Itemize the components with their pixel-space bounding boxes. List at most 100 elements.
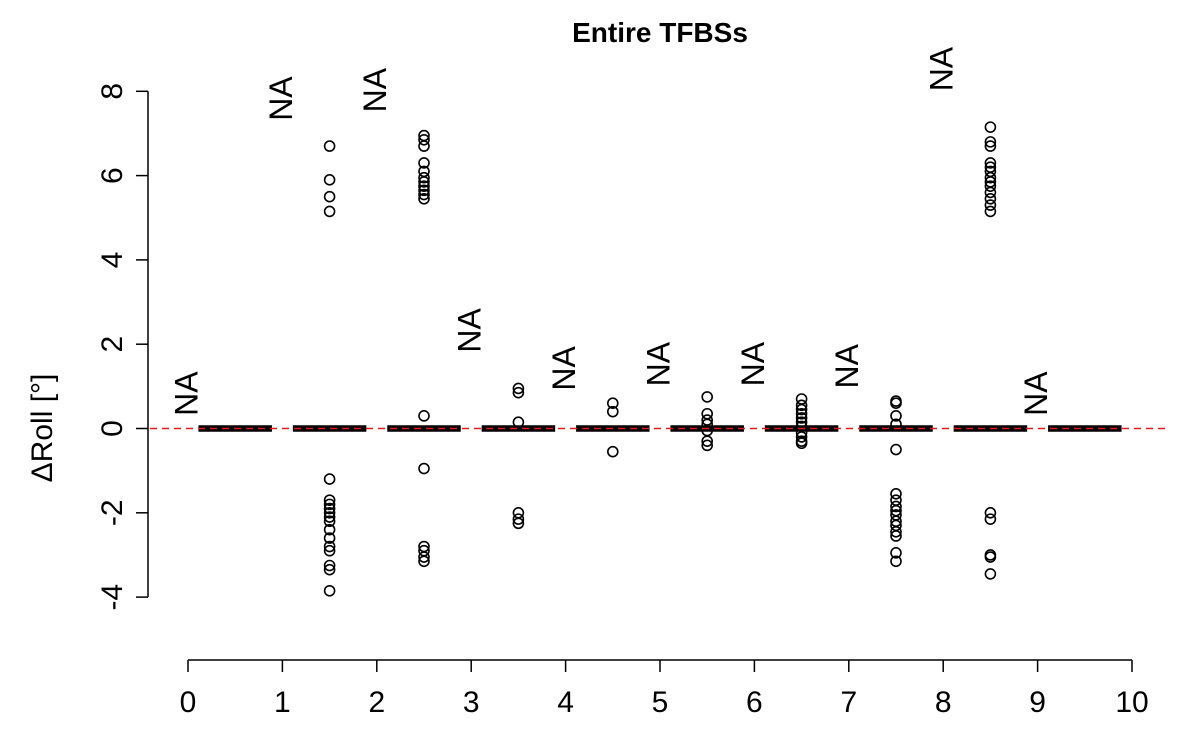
na-label: NA — [735, 341, 771, 386]
outlier-point — [795, 412, 808, 424]
x-tick-label: 10 — [1115, 686, 1148, 719]
x-axis: 0 1 2 3 4 5 6 7 8 9 10 — [180, 659, 1149, 719]
na-label: NA — [263, 76, 299, 121]
na-label: NA — [924, 46, 960, 91]
outlier-point — [323, 532, 336, 544]
outlier-point — [418, 188, 430, 201]
outlier-point — [795, 437, 808, 450]
outlier-point — [418, 180, 430, 192]
outlier-point — [323, 511, 336, 523]
outlier-point — [890, 418, 902, 431]
y-axis-label: ΔRoll [°] — [26, 374, 59, 483]
outlier-point — [984, 180, 997, 192]
y-tick-label: 6 — [96, 167, 129, 184]
outlier-point — [984, 205, 997, 218]
y-tick-label: 8 — [96, 83, 129, 100]
chart-title: Entire TFBSs — [572, 17, 748, 48]
outlier-point — [323, 140, 336, 152]
outlier-point — [418, 551, 430, 563]
outlier-point — [606, 445, 619, 458]
outlier-point — [512, 382, 525, 395]
outlier-point — [984, 121, 997, 133]
na-label: NA — [1018, 371, 1054, 416]
outlier-point — [323, 540, 336, 553]
outlier-point — [323, 515, 336, 528]
outlier-point — [795, 431, 808, 443]
outlier-point — [984, 568, 997, 580]
outlier-point — [890, 547, 902, 559]
outlier-point — [512, 517, 525, 530]
outlier-point — [984, 199, 997, 211]
outlier-point — [418, 184, 430, 197]
outlier-point — [701, 439, 714, 452]
outlier-point — [323, 523, 336, 536]
x-tick-label: 8 — [935, 686, 952, 719]
outlier-point — [701, 435, 714, 447]
outlier-point — [323, 544, 336, 557]
outlier-point — [323, 498, 336, 511]
x-tick-label: 6 — [746, 686, 763, 719]
y-tick-label: 0 — [96, 420, 129, 437]
x-tick-label: 7 — [840, 686, 857, 719]
outlier-point — [323, 502, 336, 515]
outlier-point — [701, 391, 714, 403]
outlier-point — [984, 157, 997, 169]
outlier-point — [323, 584, 336, 597]
x-tick-label: 5 — [652, 686, 669, 719]
outlier-point — [418, 176, 430, 188]
plot-area: NA NA NA NA NA NA NA NA NA NA — [150, 46, 1168, 597]
outlier-point — [984, 140, 997, 152]
x-tick-label: 4 — [557, 686, 574, 719]
outlier-point — [323, 473, 336, 485]
outlier-point — [323, 494, 336, 506]
outlier-point — [984, 513, 997, 525]
na-label: NA — [829, 343, 865, 388]
na-label: NA — [357, 67, 393, 112]
outlier-point — [795, 403, 808, 416]
outlier-point — [984, 506, 997, 519]
na-label: NA — [640, 341, 676, 386]
outlier-point — [418, 140, 430, 152]
outlier-point — [890, 530, 902, 542]
y-tick-label: -2 — [96, 499, 129, 526]
outlier-point — [984, 192, 997, 205]
outlier-point — [323, 205, 336, 218]
y-tick-label: 4 — [96, 252, 129, 269]
outlier-point — [418, 133, 430, 146]
x-tick-label: 9 — [1029, 686, 1046, 719]
outlier-point — [606, 405, 619, 418]
x-tick-label: 1 — [274, 686, 291, 719]
x-tick-label: 3 — [463, 686, 480, 719]
outlier-point — [701, 418, 714, 431]
outlier-point — [418, 192, 430, 205]
outlier-point — [984, 186, 997, 199]
outlier-point — [323, 563, 336, 576]
outlier-point — [606, 397, 619, 410]
outlier-point — [890, 443, 902, 456]
na-label: NA — [546, 345, 582, 390]
y-axis: -4 -2 0 2 4 6 8 — [96, 83, 149, 611]
outlier-point — [323, 559, 336, 572]
outlier-point — [418, 171, 430, 184]
outlier-point — [512, 386, 525, 399]
x-tick-label: 0 — [180, 686, 197, 719]
outlier-point — [890, 397, 902, 410]
outlier-point — [795, 399, 808, 412]
outlier-point — [418, 157, 430, 169]
outlier-point — [984, 136, 997, 148]
na-label: NA — [452, 308, 488, 353]
outlier-point — [984, 171, 997, 184]
outlier-point — [890, 410, 902, 422]
outlier-point — [418, 555, 430, 568]
outlier-point — [418, 462, 430, 475]
outlier-point — [323, 174, 336, 186]
na-label: NA — [168, 371, 204, 416]
y-tick-label: -4 — [96, 584, 129, 611]
outlier-point — [890, 525, 902, 538]
outlier-point — [418, 410, 430, 422]
outlier-point — [795, 407, 808, 420]
outlier-point — [512, 513, 525, 525]
outlier-point — [890, 555, 902, 568]
outlier-point — [323, 506, 336, 519]
